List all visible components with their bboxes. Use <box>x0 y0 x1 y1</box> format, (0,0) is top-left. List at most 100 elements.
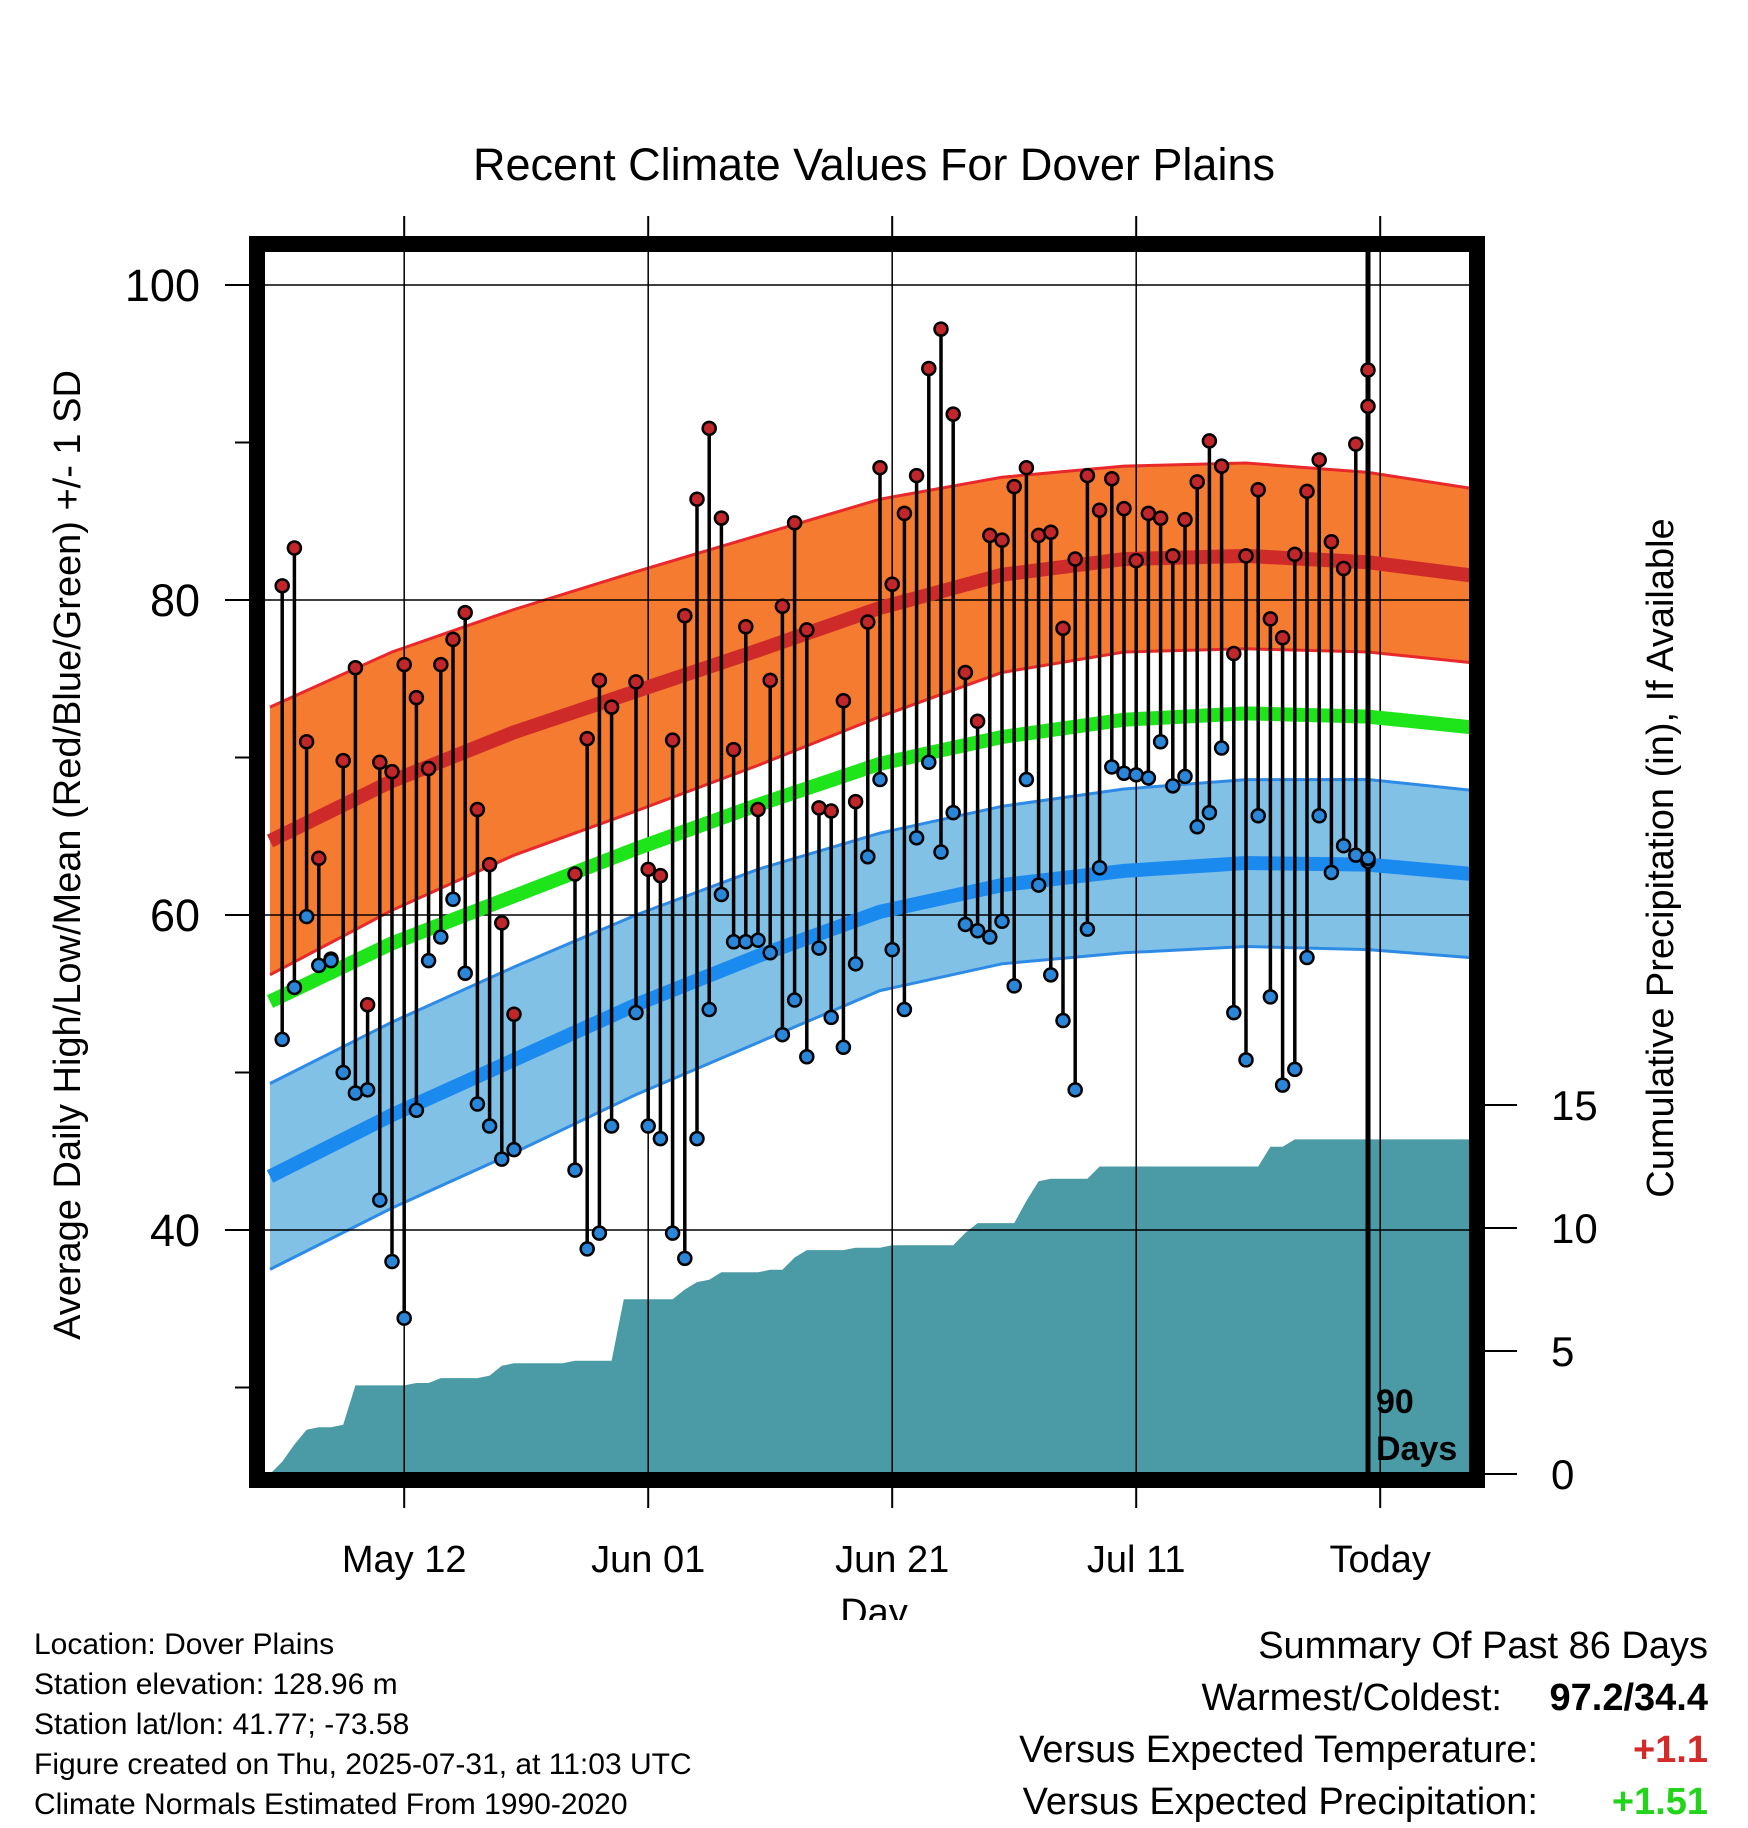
daily-high-point <box>1055 620 1071 637</box>
daily-high-point <box>1323 533 1340 550</box>
daily-high-point <box>896 505 913 522</box>
daily-high-point <box>1335 560 1352 577</box>
chart-title: Recent Climate Values For Dover Plains <box>473 139 1275 190</box>
daily-high-point <box>786 515 803 531</box>
daily-high-point <box>335 752 351 769</box>
daily-low-point <box>738 934 754 950</box>
daily-low-point <box>1238 1052 1254 1068</box>
low-sd-upper-edge <box>269 777 1477 1085</box>
daily-low-point <box>823 1009 839 1026</box>
daily-low-point <box>1079 921 1096 937</box>
daily-high-point <box>725 741 742 758</box>
elevation-text: Station elevation: 128.96 m <box>34 1668 398 1701</box>
daily-high-point <box>738 619 754 635</box>
daily-low-point <box>323 952 339 969</box>
daily-low-point <box>933 844 949 860</box>
x-tick-label: Jun 21 <box>835 1539 949 1581</box>
daily-low-point <box>811 940 827 956</box>
daily-low-point <box>1189 819 1205 835</box>
daily-high-point <box>1030 527 1047 544</box>
daily-high-point <box>664 732 681 748</box>
y2-tick-label: 10 <box>1551 1205 1598 1252</box>
precip-area <box>270 1139 1477 1474</box>
daily-high-point <box>1067 551 1083 567</box>
daily-high-point <box>689 491 705 507</box>
daily-low-point <box>1165 778 1181 794</box>
daily-high-point <box>1116 500 1132 517</box>
daily-high-point <box>384 763 400 780</box>
daily-high-point <box>811 800 827 816</box>
y-tick-label: 80 <box>150 575 200 626</box>
daily-low-point <box>347 1085 364 1101</box>
daily-low-point <box>481 1118 498 1134</box>
daily-high-point <box>1262 611 1279 627</box>
daily-low-point <box>1030 877 1047 893</box>
daily-low-point <box>786 992 803 1008</box>
daily-low-point <box>847 956 864 972</box>
daily-high-point <box>286 540 303 556</box>
daily-low-point <box>1311 808 1327 824</box>
daily-low-point <box>372 1192 388 1208</box>
daily-low-point <box>689 1130 705 1147</box>
daily-low-point <box>1018 771 1035 788</box>
daily-low-point <box>1360 850 1376 867</box>
daily-high-point <box>677 608 693 624</box>
daily-high-point <box>1213 458 1230 474</box>
daily-low-point <box>1213 740 1230 756</box>
normal-low-line <box>266 855 1477 1183</box>
summary-temp-row: Versus Expected Temperature: +1.1 <box>1019 1724 1708 1776</box>
daily-high-point <box>1079 467 1096 484</box>
daily-high-point <box>1104 470 1120 487</box>
created-text: Figure created on Thu, 2025-07-31, at 11… <box>34 1748 692 1781</box>
daily-high-point <box>1226 645 1242 662</box>
daily-high-point <box>1348 436 1364 452</box>
daily-high-point <box>372 754 388 770</box>
daily-high-point <box>433 656 449 673</box>
daily-low-point <box>579 1241 595 1257</box>
daily-high-point <box>396 656 412 673</box>
daily-high-point <box>579 730 595 747</box>
daily-low-point <box>860 848 876 865</box>
daily-low-point <box>713 886 730 903</box>
daily-high-point <box>945 406 961 422</box>
summary-panel: Summary Of Past 86 Days Warmest/Coldest:… <box>1019 1620 1708 1828</box>
daily-high-point <box>1360 398 1376 415</box>
daily-low-point <box>408 1102 425 1119</box>
daily-high-point <box>1018 459 1035 476</box>
daily-low-point <box>677 1250 693 1267</box>
y-tick-label: 40 <box>150 1205 200 1256</box>
low-sd-lower-edge <box>269 944 1477 1271</box>
daily-low-point <box>298 908 315 925</box>
daily-low-point <box>1116 765 1132 781</box>
normals-text: Climate Normals Estimated From 1990-2020 <box>34 1788 628 1821</box>
daily-high-point <box>1201 433 1218 449</box>
daily-high-point <box>1128 552 1144 569</box>
daily-high-point <box>847 793 864 810</box>
daily-low-point <box>1262 989 1279 1005</box>
daily-low-point <box>567 1162 583 1178</box>
daily-low-point <box>1140 770 1157 786</box>
daily-high-point <box>457 604 473 621</box>
temp-label: Versus Expected Temperature: <box>1019 1729 1538 1771</box>
daily-low-point <box>445 891 461 907</box>
daily-high-point <box>1152 510 1169 526</box>
precip-value: +1.51 <box>1611 1781 1708 1823</box>
y-tick-label: 100 <box>125 260 200 311</box>
precip-label: Versus Expected Precipitation: <box>1022 1781 1538 1823</box>
x-axis-label: Day <box>840 1592 908 1620</box>
daily-low-point <box>1323 864 1340 881</box>
daily-high-point <box>420 760 437 777</box>
daily-low-point <box>969 923 986 939</box>
daily-high-point <box>750 801 766 818</box>
plot-frame <box>249 236 1485 1488</box>
daily-high-point <box>701 420 717 437</box>
daily-high-point <box>1189 474 1205 490</box>
low-sd-band <box>270 779 1477 1270</box>
daily-high-point <box>823 803 839 819</box>
daily-low-point <box>1006 978 1022 994</box>
x-tick-label: Today <box>1329 1539 1430 1581</box>
daily-high-point <box>1250 482 1266 498</box>
daily-low-point <box>1091 860 1108 876</box>
daily-high-point <box>774 598 791 615</box>
daily-low-point <box>1335 837 1352 854</box>
